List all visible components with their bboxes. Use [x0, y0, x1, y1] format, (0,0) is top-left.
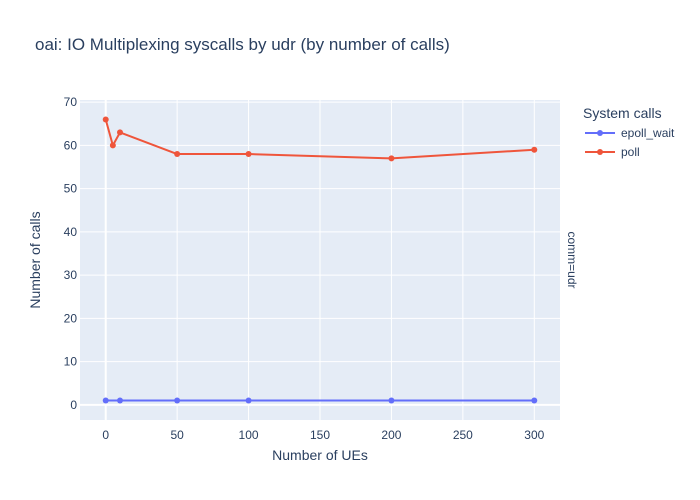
y-tick-label: 0 [70, 398, 77, 412]
legend-swatch-marker [597, 130, 603, 136]
legend-item[interactable]: poll [585, 145, 640, 159]
x-tick-label: 300 [524, 428, 544, 442]
x-tick-label: 0 [102, 428, 109, 442]
data-point[interactable] [531, 146, 538, 153]
chart-title: oai: IO Multiplexing syscalls by udr (by… [35, 35, 450, 54]
y-tick-label: 20 [64, 311, 78, 325]
x-axis-ticks: 0 50 100 150 200 250 300 [102, 428, 544, 442]
y-tick-label: 50 [64, 182, 78, 196]
series-layer [102, 116, 538, 404]
legend-title: System calls [583, 105, 662, 121]
data-point[interactable] [102, 116, 109, 123]
x-tick-label: 200 [381, 428, 401, 442]
data-point[interactable] [174, 397, 181, 404]
x-tick-label: 50 [170, 428, 184, 442]
x-tick-label: 250 [453, 428, 473, 442]
y-axis-ticks: 0 10 20 30 40 50 60 70 [64, 95, 78, 412]
series-poll[interactable] [102, 116, 538, 162]
data-point[interactable] [117, 397, 123, 404]
data-point[interactable] [174, 151, 181, 158]
series-epoll-wait[interactable] [102, 397, 538, 404]
y-axis-title: Number of calls [27, 211, 43, 308]
x-tick-label: 150 [310, 428, 330, 442]
data-point[interactable] [109, 142, 116, 149]
y-tick-label: 70 [64, 95, 78, 109]
y-tick-label: 60 [64, 138, 78, 152]
y-tick-label: 10 [64, 355, 78, 369]
y-tick-label: 30 [64, 268, 78, 282]
data-point[interactable] [388, 155, 395, 162]
legend-label: epoll_wait [621, 126, 675, 140]
legend-label: poll [621, 145, 640, 159]
x-tick-label: 100 [239, 428, 259, 442]
data-point[interactable] [117, 129, 123, 136]
legend-swatch-marker [597, 149, 603, 155]
legend-item[interactable]: epoll_wait [585, 126, 675, 140]
data-point[interactable] [102, 397, 109, 404]
data-point[interactable] [531, 397, 538, 404]
data-point[interactable] [245, 397, 252, 404]
data-point[interactable] [388, 397, 395, 404]
y-tick-label: 40 [64, 225, 78, 239]
data-point[interactable] [245, 151, 252, 158]
x-axis-title: Number of UEs [272, 447, 368, 463]
facet-label: comm=udr [565, 231, 579, 288]
